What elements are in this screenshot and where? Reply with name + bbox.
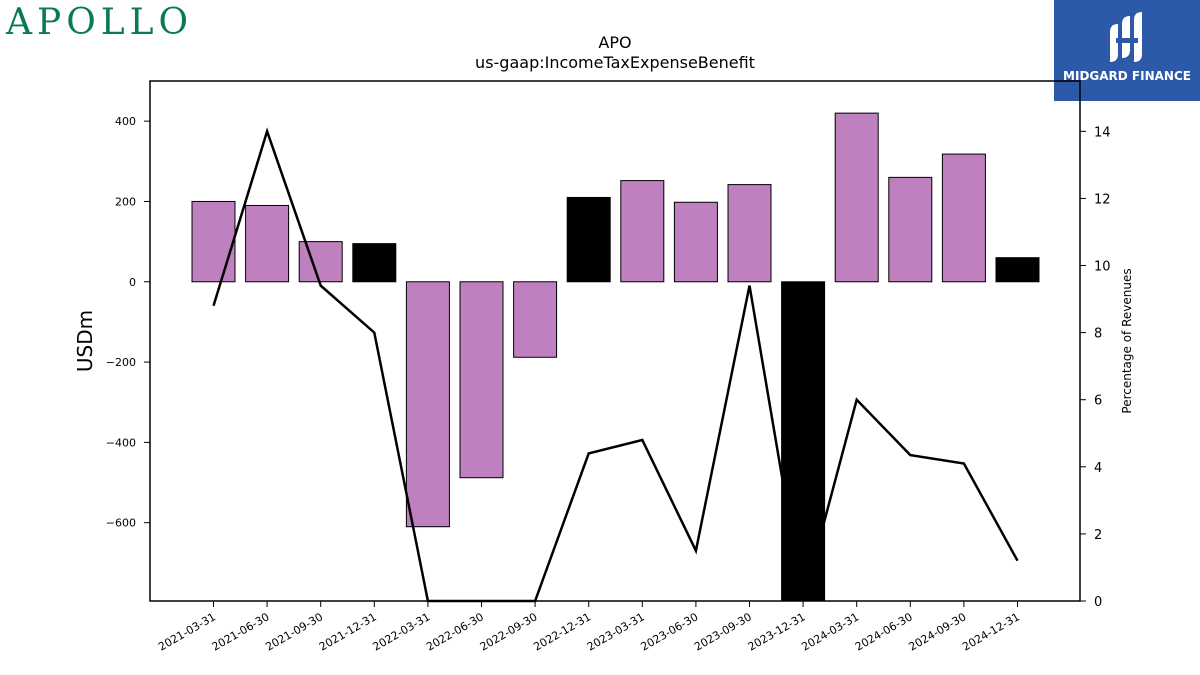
chart-title: APO [598, 33, 631, 52]
x-tick-label: 2024-09-30 [907, 610, 969, 653]
x-tick-label: 2024-06-30 [853, 610, 915, 653]
y-axis-right: 0 2 4 6 8 10 12 14 [1080, 125, 1111, 610]
bar [352, 243, 397, 283]
x-tick-label: 2023-03-31 [585, 610, 647, 653]
y-axis-label: USDm [73, 310, 97, 372]
y2-tick-label: 10 [1094, 260, 1111, 275]
bar [191, 200, 236, 283]
x-tick-label: 2021-09-30 [263, 610, 325, 653]
x-tick-label: 2024-12-31 [960, 610, 1022, 653]
bar [459, 281, 504, 479]
bar-series [191, 112, 1040, 602]
bar [566, 196, 611, 283]
y-tick-label: 200 [115, 195, 136, 208]
y2-tick-label: 14 [1094, 125, 1111, 140]
y-tick-label: −400 [106, 436, 136, 449]
y2-tick-label: 6 [1094, 394, 1102, 409]
x-tick-label: 2023-12-31 [746, 610, 808, 653]
midgard-logo-mark-icon [1110, 12, 1142, 62]
x-tick-label: 2023-06-30 [639, 610, 701, 653]
bar [727, 184, 772, 283]
x-axis: 2021-03-312021-06-302021-09-302021-12-31… [156, 601, 1022, 654]
bar [781, 281, 826, 602]
y-tick-label: 400 [115, 115, 136, 128]
midgard-logo-text: MIDGARD FINANCE [1063, 69, 1191, 83]
x-tick-label: 2023-09-30 [692, 610, 754, 653]
line-series-path [212, 127, 1019, 603]
y2-tick-label: 12 [1094, 192, 1111, 207]
line-series [212, 127, 1019, 603]
y2-tick-label: 2 [1094, 528, 1102, 543]
plot-frame [149, 80, 1081, 602]
y-tick-label: −600 [106, 517, 136, 530]
x-tick-label: 2021-06-30 [210, 610, 272, 653]
y2-tick-label: 4 [1094, 461, 1102, 476]
bar [298, 241, 343, 283]
y2-tick-label: 8 [1094, 327, 1102, 342]
x-tick-label: 2021-03-31 [156, 610, 218, 653]
bar [620, 180, 665, 283]
chart-subtitle: us-gaap:IncomeTaxExpenseBenefit [475, 53, 755, 72]
y2-axis-label: Percentage of Revenues [1120, 268, 1134, 413]
bar [834, 112, 879, 283]
y-tick-label: −200 [106, 356, 136, 369]
x-tick-label: 2022-09-30 [478, 610, 540, 653]
y2-tick-label: 0 [1094, 595, 1102, 610]
apollo-logo: APOLLO [6, 2, 194, 43]
x-tick-label: 2021-12-31 [317, 610, 379, 653]
y-axis-left: −600 −400 −200 0 200 400 [106, 115, 150, 530]
bar [995, 257, 1040, 283]
x-tick-label: 2024-03-31 [799, 610, 861, 653]
bar [673, 201, 718, 283]
y-tick-label: 0 [129, 276, 136, 289]
bar [513, 281, 558, 358]
bar [405, 281, 450, 528]
x-tick-label: 2022-12-31 [531, 610, 593, 653]
bar [888, 176, 933, 283]
bar [941, 153, 986, 283]
midgard-finance-logo: MIDGARD FINANCE [1054, 0, 1200, 101]
x-tick-label: 2022-03-31 [371, 610, 433, 653]
x-tick-label: 2022-06-30 [424, 610, 486, 653]
bar [245, 204, 290, 283]
